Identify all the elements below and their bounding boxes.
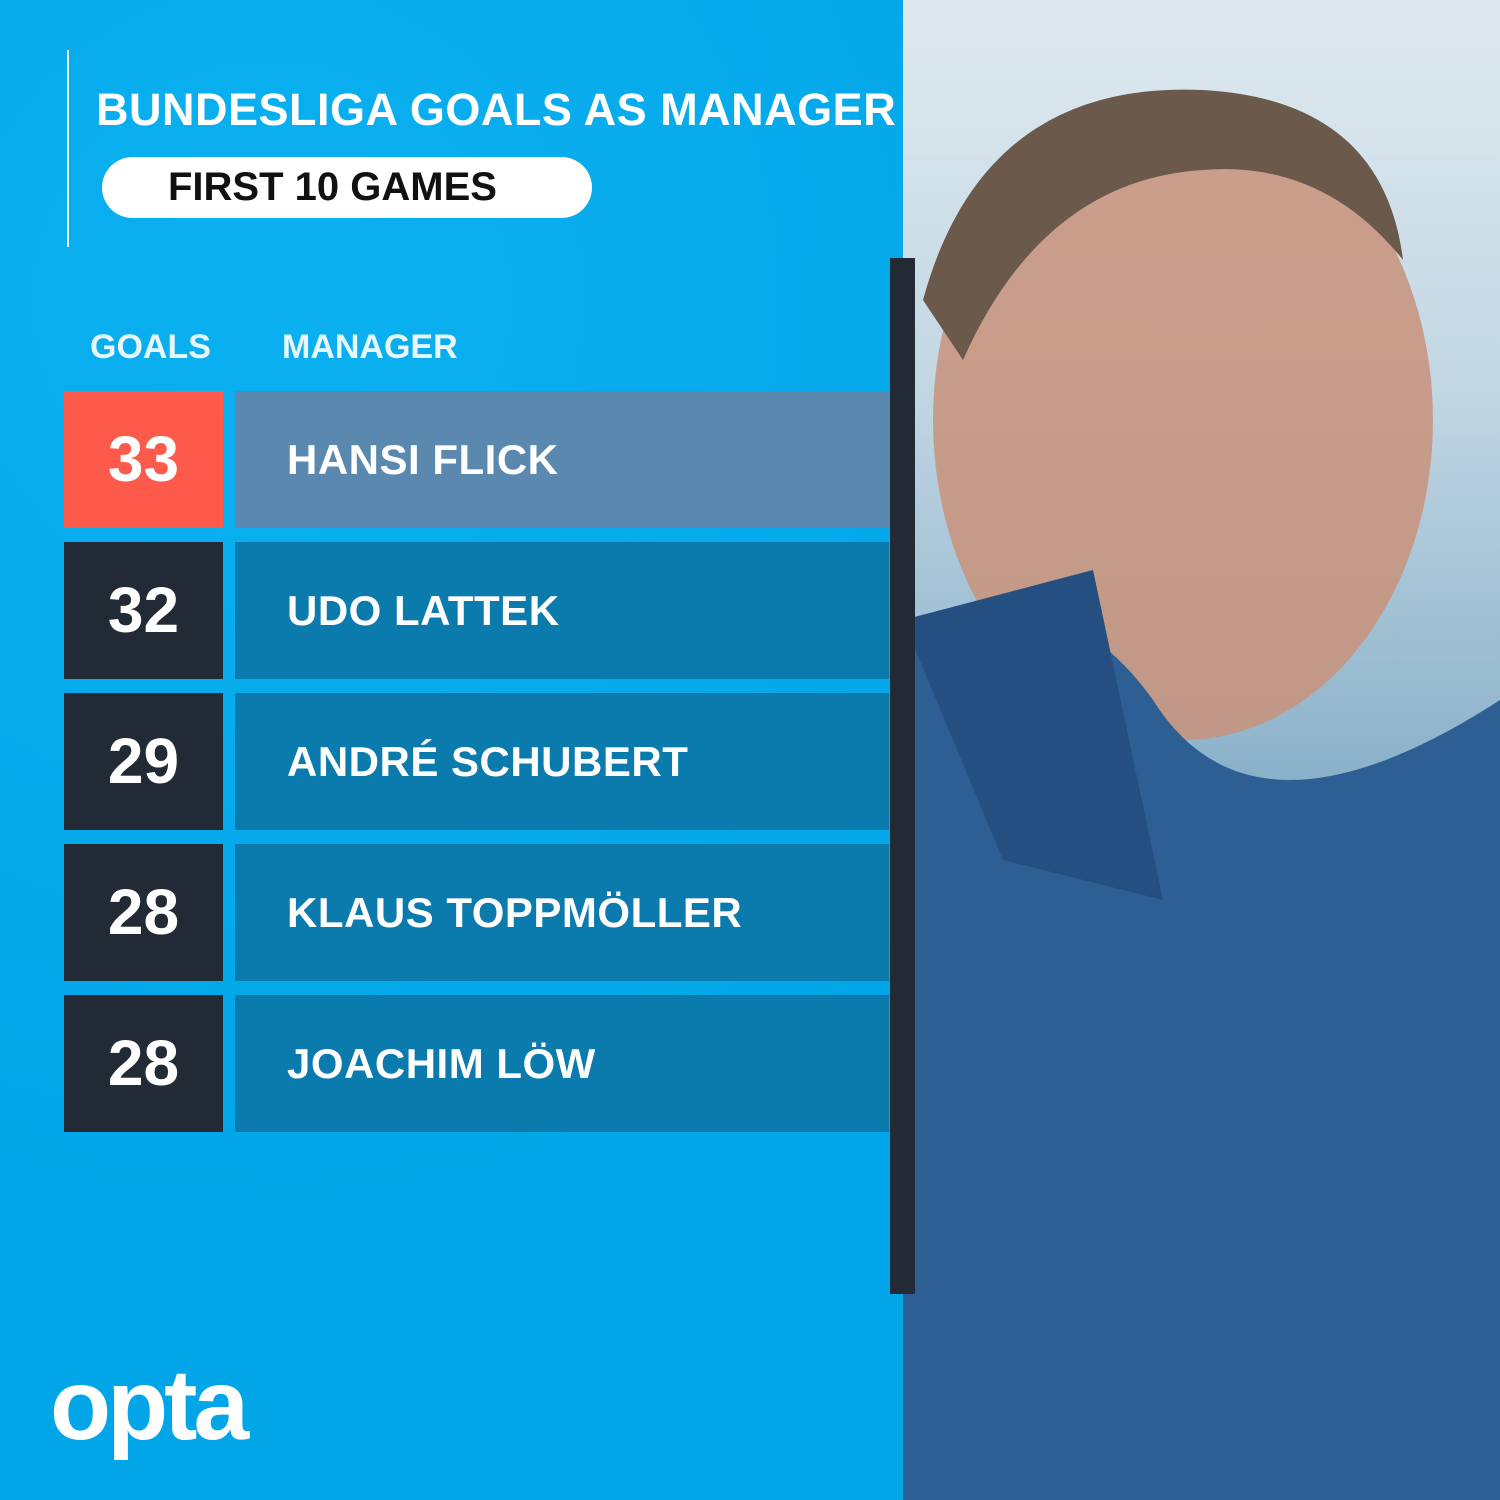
goals-value: 28 xyxy=(64,844,223,981)
goals-value: 32 xyxy=(64,542,223,679)
opta-logo: opta xyxy=(50,1349,249,1461)
goals-value: 29 xyxy=(64,693,223,830)
column-header-manager: MANAGER xyxy=(282,328,458,366)
table-row: 28 JOACHIM LÖW xyxy=(64,995,889,1132)
table-row: 32 UDO LATTEK xyxy=(64,542,889,679)
manager-name: JOACHIM LÖW xyxy=(235,995,889,1132)
table-row: 33 HANSI FLICK xyxy=(64,391,889,528)
manager-photo-illustration xyxy=(903,89,1500,1500)
manager-name: KLAUS TOPPMÖLLER xyxy=(235,844,889,981)
table-row: 28 KLAUS TOPPMÖLLER xyxy=(64,844,889,981)
divider-bar xyxy=(890,258,915,1294)
goals-value: 33 xyxy=(64,391,223,528)
column-header-goals: GOALS xyxy=(90,328,211,366)
manager-name: HANSI FLICK xyxy=(235,391,889,528)
title-accent-line xyxy=(67,50,69,247)
manager-photo xyxy=(903,0,1500,1500)
table-row: 29 ANDRÉ SCHUBERT xyxy=(64,693,889,830)
goals-value: 28 xyxy=(64,995,223,1132)
chart-title: BUNDESLIGA GOALS AS MANAGER xyxy=(96,84,897,135)
manager-name: ANDRÉ SCHUBERT xyxy=(235,693,889,830)
manager-name: UDO LATTEK xyxy=(235,542,889,679)
chart-subtitle: FIRST 10 GAMES xyxy=(102,157,592,218)
